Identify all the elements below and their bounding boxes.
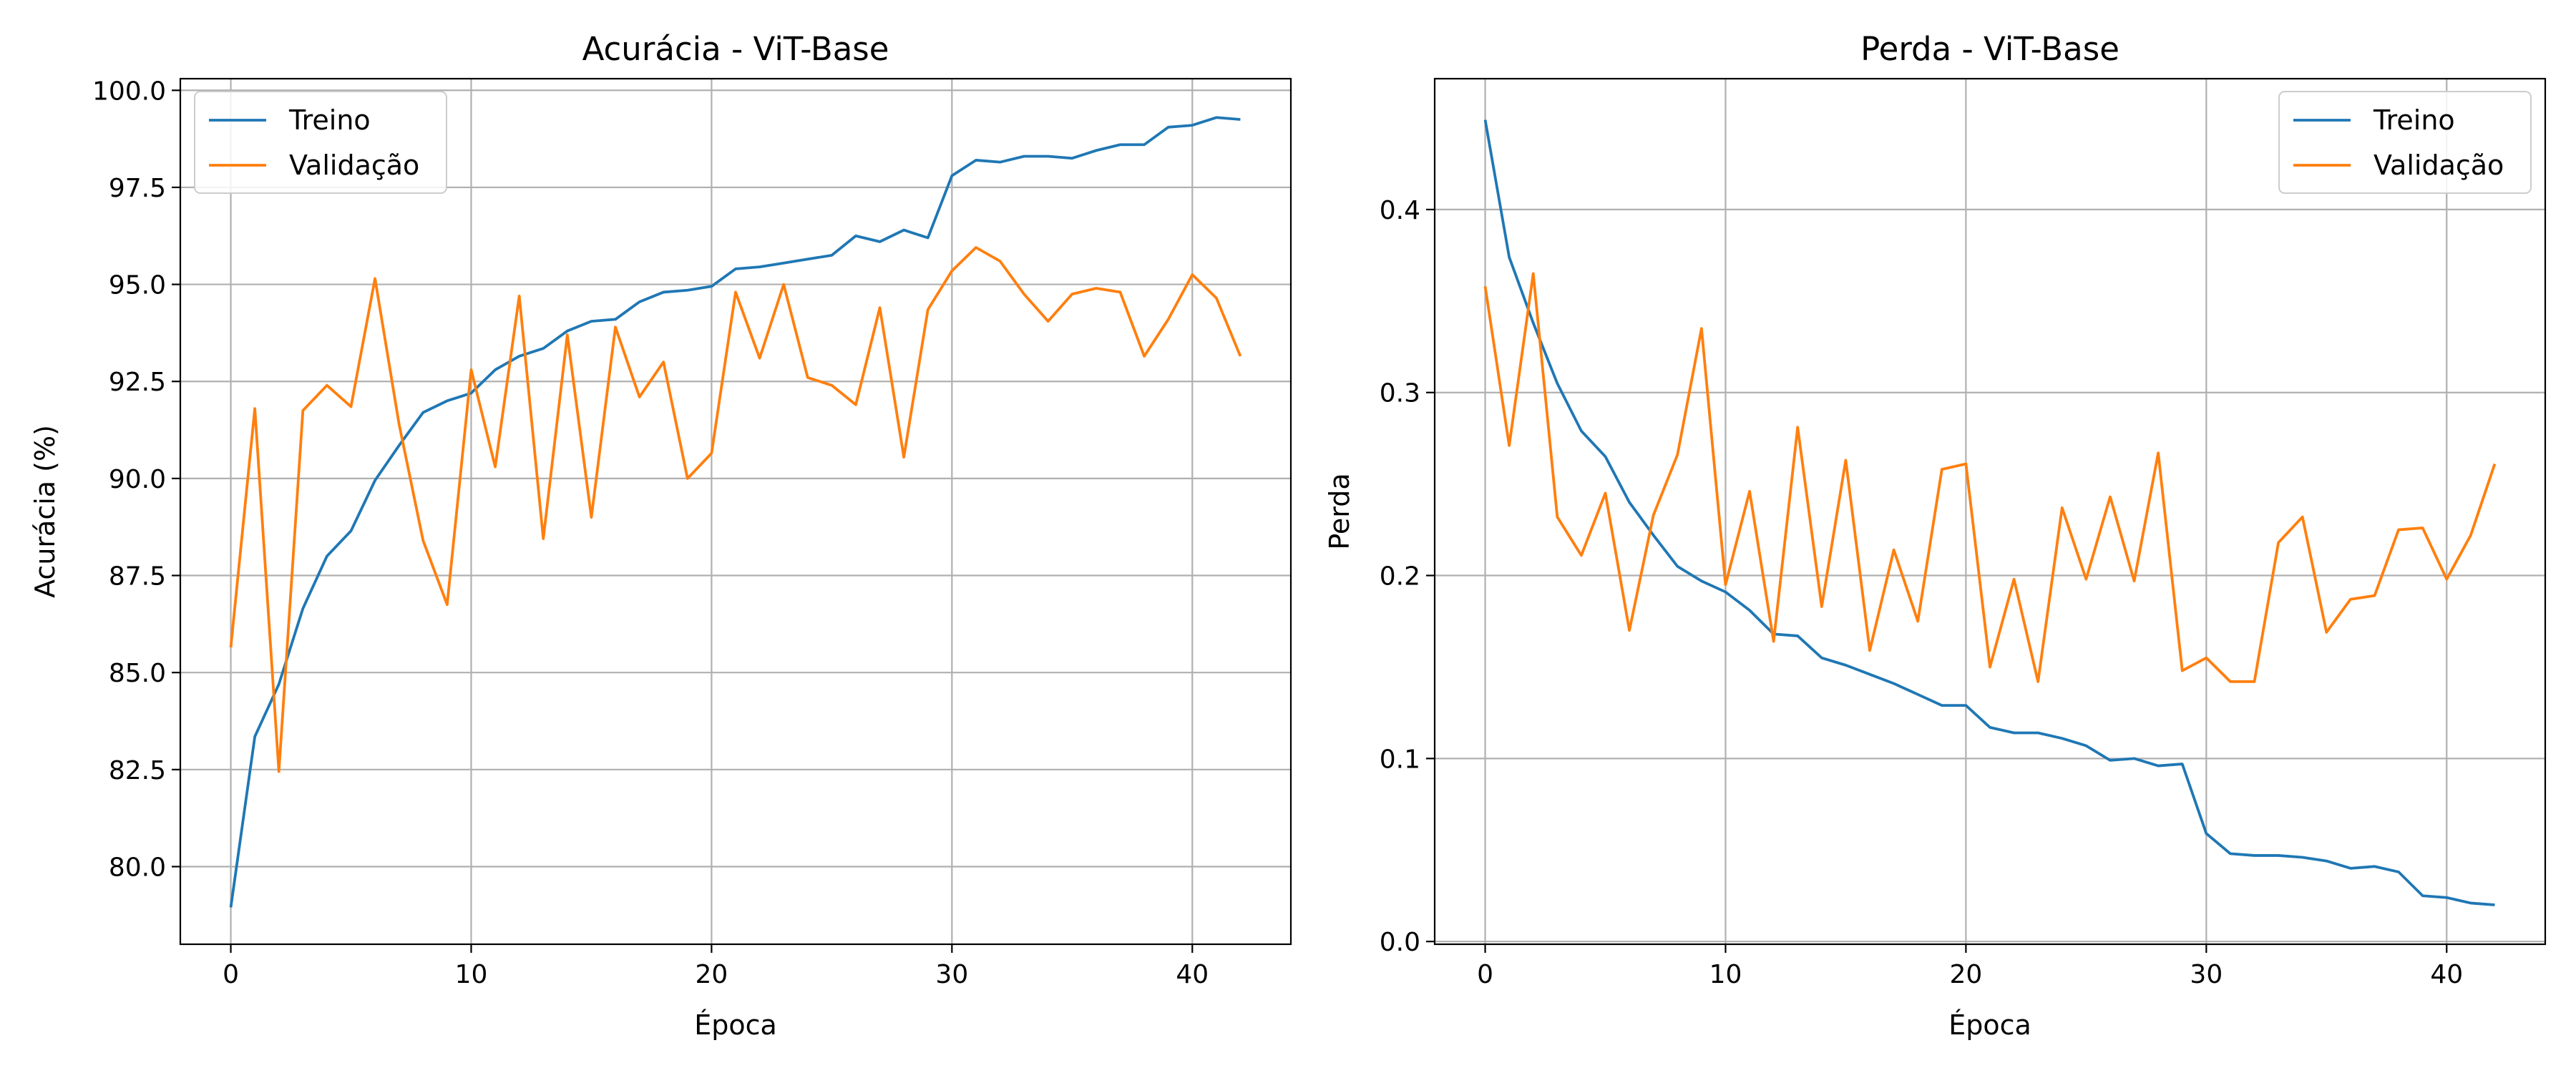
accuracy-xtick-label: 30 [935, 960, 968, 989]
accuracy-legend-box [194, 91, 447, 194]
accuracy-ytick-label: 87.5 [109, 562, 166, 592]
loss-ytick-label: 0.1 [1380, 745, 1420, 774]
accuracy-panel: Acurácia - ViT-Base 0 10 20 30 40 80.0 82.5 85.… [29, 30, 1292, 1041]
accuracy-grid [180, 79, 1291, 944]
loss-legend-treino-label: Treino [2373, 104, 2455, 136]
loss-legend-box [2278, 91, 2532, 194]
loss-y-axis-label: Perda [1324, 473, 1355, 549]
accuracy-plot-area [229, 116, 1242, 908]
loss-axes-frame [1433, 77, 2547, 946]
accuracy-y-axis-label: Acurácia (%) [29, 425, 61, 598]
accuracy-legend-treino-label: Treino [288, 104, 371, 136]
accuracy-ytick-label: 95.0 [109, 271, 166, 300]
accuracy-axes-frame [179, 77, 1292, 946]
accuracy-ytick-label: 82.5 [109, 756, 166, 785]
accuracy-ytick-label: 92.5 [109, 368, 166, 397]
loss-plot-area [1483, 119, 2497, 906]
accuracy-legend: Treino Validação [194, 91, 447, 194]
loss-xtick-label: 20 [1950, 960, 1983, 989]
accuracy-x-axis-label: Época [694, 1009, 777, 1041]
accuracy-ytick-label: 97.5 [109, 174, 166, 203]
loss-xtick-label: 40 [2430, 960, 2463, 989]
loss-panel: Perda - ViT-Base 0 10 20 30 40 0.0 0.1 0.2 0.3 0.… [1324, 30, 2547, 1041]
accuracy-xtick-label: 10 [455, 960, 488, 989]
accuracy-ytick-label: 100.0 [92, 77, 166, 106]
loss-xtick-label: 0 [1477, 960, 1493, 989]
loss-legend-validacao-label: Validação [2373, 150, 2504, 181]
loss-legend: Treino Validação [2278, 91, 2532, 194]
accuracy-validacao-line [229, 246, 1242, 773]
accuracy-ticks: 0 10 20 30 40 80.0 82.5 85.0 87.5 90.0 92.5 95.0 97.… [92, 77, 1209, 989]
accuracy-xtick-label: 0 [223, 960, 239, 989]
accuracy-ytick-label: 80.0 [109, 853, 166, 882]
loss-validacao-line [1483, 272, 2497, 683]
loss-grid [1435, 79, 2545, 944]
loss-ytick-label: 0.3 [1380, 379, 1420, 408]
loss-ytick-label: 0.0 [1380, 928, 1420, 957]
loss-xtick-label: 30 [2190, 960, 2223, 989]
loss-xtick-label: 10 [1709, 960, 1742, 989]
accuracy-xtick-label: 40 [1176, 960, 1209, 989]
loss-treino-line [1483, 119, 2495, 906]
loss-ytick-label: 0.2 [1380, 562, 1420, 592]
accuracy-legend-validacao-label: Validação [289, 150, 419, 181]
loss-x-axis-label: Época [1948, 1009, 2031, 1041]
accuracy-ytick-label: 85.0 [109, 659, 166, 688]
loss-ytick-label: 0.4 [1380, 196, 1420, 225]
loss-chart-title: Perda - ViT-Base [1860, 30, 2119, 68]
accuracy-xtick-label: 20 [696, 960, 728, 989]
loss-ticks: 0 10 20 30 40 0.0 0.1 0.2 0.3 0.4 [1380, 196, 2463, 989]
accuracy-treino-line [229, 116, 1241, 908]
accuracy-chart-title: Acurácia - ViT-Base [582, 30, 889, 68]
accuracy-ytick-label: 90.0 [109, 465, 166, 494]
